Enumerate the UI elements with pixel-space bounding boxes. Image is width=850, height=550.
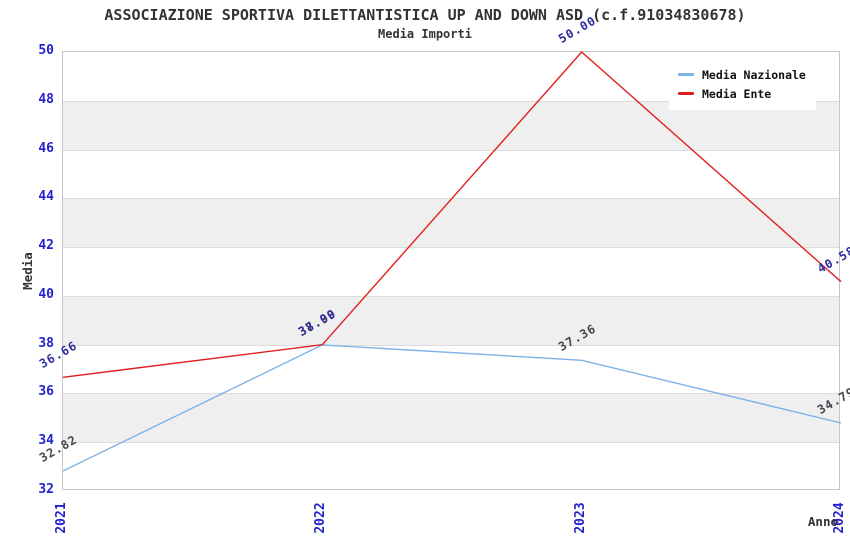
y-tick-label: 32 bbox=[38, 482, 54, 497]
gridline bbox=[63, 296, 839, 297]
gridline bbox=[63, 442, 839, 443]
y-tick-label: 42 bbox=[38, 238, 54, 254]
y-tick-label: 44 bbox=[38, 189, 54, 205]
y-axis-label: Media bbox=[20, 252, 35, 290]
y-tick-label: 50 bbox=[38, 43, 54, 58]
chart-subtitle: Media Importi bbox=[378, 27, 472, 41]
y-tick-label: 38 bbox=[38, 335, 54, 351]
x-axis-label: Anno bbox=[807, 514, 838, 529]
x-tick-label: 2022 bbox=[313, 502, 329, 534]
legend-label: Media Nazionale bbox=[702, 67, 806, 82]
y-tick-label: 40 bbox=[38, 286, 54, 302]
y-tick-label: 48 bbox=[38, 91, 54, 107]
gridline bbox=[63, 101, 839, 102]
gridline bbox=[63, 345, 839, 346]
y-tick-label: 36 bbox=[38, 384, 54, 400]
series-line-media-nazionale bbox=[62, 344, 842, 472]
plot-area bbox=[62, 51, 842, 490]
legend: Media Nazionale Media Ente bbox=[669, 58, 816, 110]
gridline bbox=[63, 247, 839, 248]
chart-title: ASSOCIAZIONE SPORTIVA DILETTANTISTICA UP… bbox=[104, 6, 746, 24]
x-tick-label: 2021 bbox=[54, 502, 69, 534]
gridline bbox=[63, 150, 839, 151]
gridline bbox=[63, 393, 839, 394]
legend-label: Media Ente bbox=[702, 86, 772, 101]
x-tick-label: 2023 bbox=[572, 502, 588, 534]
legend-item: Media Ente bbox=[678, 84, 806, 103]
y-tick-label: 46 bbox=[38, 140, 54, 156]
legend-swatch-media-ente bbox=[678, 92, 694, 95]
y-tick-label: 34 bbox=[38, 433, 54, 449]
shaded-band bbox=[63, 198, 839, 248]
legend-swatch-media-nazionale bbox=[678, 73, 694, 76]
series-line-media-ente bbox=[62, 51, 842, 378]
series-lines bbox=[62, 51, 842, 472]
shaded-band bbox=[63, 295, 839, 345]
shaded-band bbox=[63, 393, 839, 443]
legend-item: Media Nazionale bbox=[678, 65, 806, 84]
